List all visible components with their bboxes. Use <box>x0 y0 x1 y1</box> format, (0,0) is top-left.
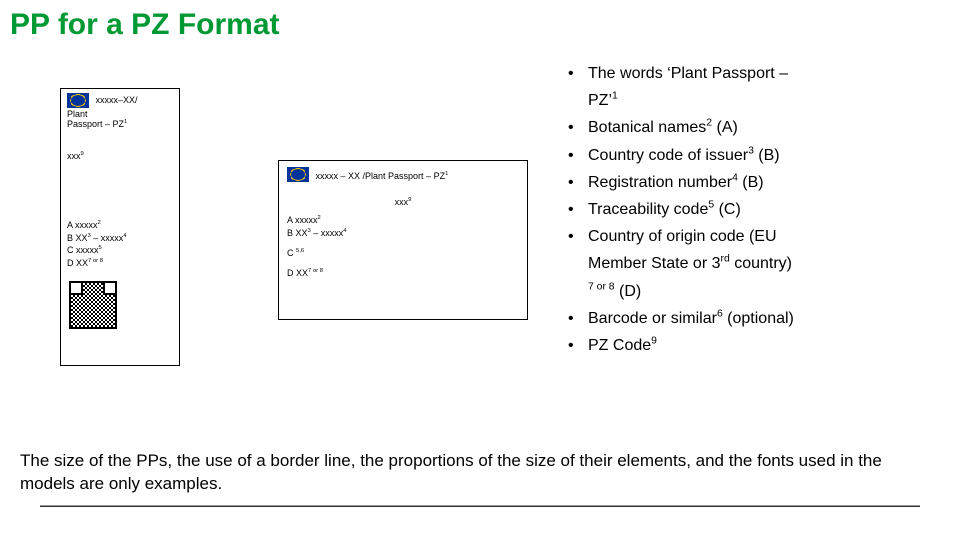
bullet-list: The words ‘Plant Passport – PZ’1 Botanic… <box>560 60 950 359</box>
footer-note: The size of the PPs, the use of a border… <box>20 450 940 496</box>
ph-line1: xxxxx – XX /Plant Passport – PZ <box>316 171 446 181</box>
pv-line3: Passport – PZ1 <box>67 119 173 129</box>
pv-xxx9: xxx9 <box>67 151 173 161</box>
slide-title: PP for a PZ Format <box>10 8 280 42</box>
eu-flag-icon <box>67 93 89 108</box>
ph-codes: A xxxxx2 B XX3 – xxxxx4 C 5,6 D XX7 or 8 <box>287 215 519 278</box>
bullet-4: Registration number4 (B) <box>560 169 950 196</box>
passport-horizontal: xxxxx – XX /Plant Passport – PZ1 xxx9 A … <box>278 160 528 320</box>
bullet-6a: Country of origin code (EU <box>560 223 950 250</box>
bullet-2: Botanical names2 (A) <box>560 114 950 141</box>
bullet-5: Traceability code5 (C) <box>560 196 950 223</box>
footer-rule <box>40 505 920 507</box>
bullet-1a: The words ‘Plant Passport – <box>560 60 950 87</box>
pv-codes: A xxxxx2 B XX3 – xxxxx4 C xxxxx5 D XX7 o… <box>67 219 173 269</box>
pv-line1: xxxxx–XX/ <box>96 95 138 105</box>
title-text: PP for a PZ Format <box>10 8 280 41</box>
bullet-6b: Member State or 3rd country) <box>560 250 950 277</box>
bullet-6c: 7 or 8 (D) <box>560 278 950 305</box>
pv-line2: Plant <box>67 109 173 119</box>
eu-flag-icon <box>287 167 309 182</box>
qr-code-icon <box>69 281 117 329</box>
passport-vertical: xxxxx–XX/ Plant Passport – PZ1 xxx9 A xx… <box>60 88 180 366</box>
bullet-8: PZ Code9 <box>560 332 950 359</box>
bullet-7: Barcode or similar6 (optional) <box>560 305 950 332</box>
bullet-3: Country code of issuer3 (B) <box>560 142 950 169</box>
ph-xxx9: xxx9 <box>287 197 519 207</box>
bullet-1b: PZ’1 <box>560 87 950 114</box>
